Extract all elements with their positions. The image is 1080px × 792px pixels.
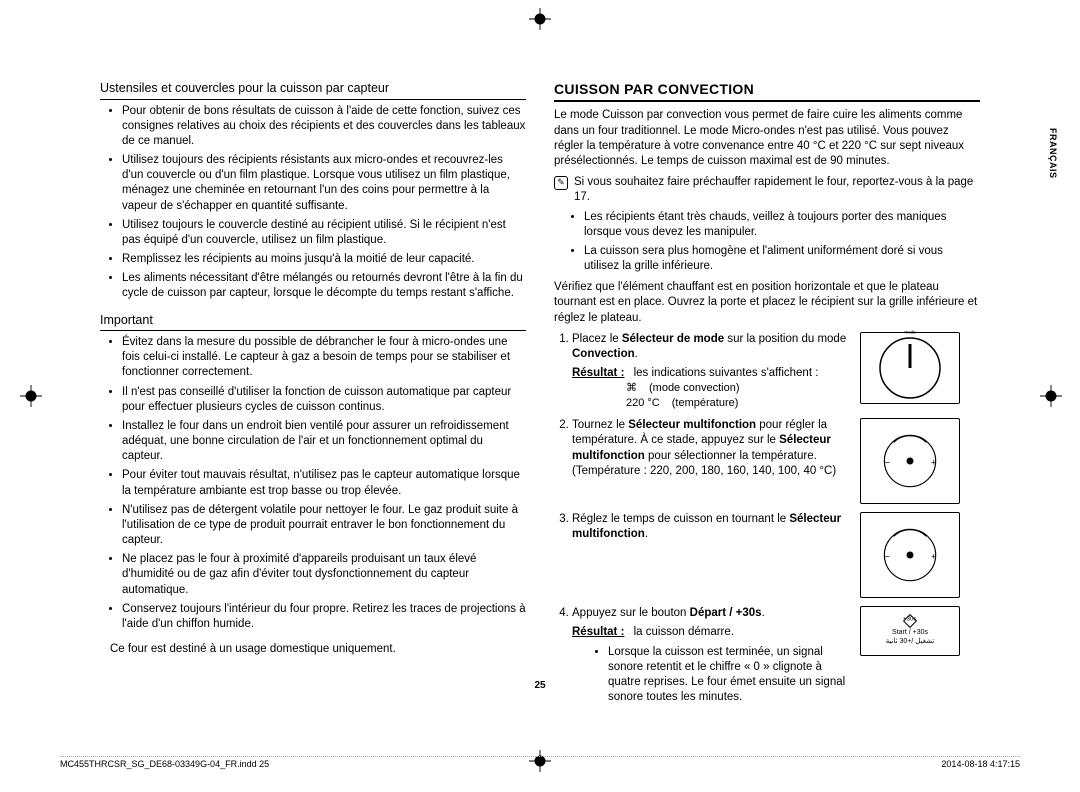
text: .: [645, 528, 648, 540]
list-item: Il n'est pas conseillé d'utiliser la fon…: [122, 385, 526, 415]
multi-dial-figure-2: −+: [860, 512, 960, 598]
registration-mark-top: [529, 8, 551, 30]
text: .: [635, 348, 638, 360]
step4-bullets: Lorsque la cuisson est terminée, un sign…: [572, 645, 852, 706]
bold: Départ / +30s: [690, 607, 762, 619]
note-bullets: Les récipients étant très chauds, veille…: [562, 210, 980, 275]
setup-text: Vérifiez que l'élément chauffant est en …: [554, 280, 980, 326]
start-button-figure: +30s Start / +30s تشغيل /+30 ثانية: [860, 606, 960, 656]
preheat-note: ✎ Si vous souhaitez faire préchauffer ra…: [554, 175, 980, 205]
bold: Convection: [572, 348, 635, 360]
step-1: Placez le Sélecteur de mode sur la posit…: [572, 332, 980, 411]
cell: (température): [672, 396, 739, 411]
convection-intro: Le mode Cuisson par convection vous perm…: [554, 108, 980, 169]
step-3: Réglez le temps de cuisson en tournant l…: [572, 512, 980, 598]
mode-selector-figure: mode: [860, 332, 960, 404]
note-icon: ✎: [554, 176, 568, 190]
list-item: Les aliments nécessitant d'être mélangés…: [122, 271, 526, 301]
list-item: La cuisson sera plus homogène et l'alime…: [584, 244, 980, 274]
svg-text:+: +: [931, 552, 936, 562]
svg-text:−: −: [884, 552, 889, 562]
utensils-heading: Ustensiles et couvercles pour la cuisson…: [100, 80, 526, 100]
step-4: Appuyez sur le bouton Départ / +30s. Rés…: [572, 606, 980, 707]
cell: 220 °C: [626, 396, 660, 411]
result-table: ⌘ (mode convection) 220 °C (température): [626, 381, 852, 410]
cell: (mode convection): [649, 381, 740, 396]
fig4-l3: تشغيل /+30 ثانية: [886, 637, 935, 646]
svg-text:+: +: [931, 458, 936, 468]
temp-list: (Température : 220, 200, 180, 160, 140, …: [572, 464, 852, 479]
list-item: Lorsque la cuisson est terminée, un sign…: [608, 645, 852, 706]
footer-file: MC455THRCSR_SG_DE68-03349G-04_FR.indd 25: [60, 759, 269, 769]
registration-mark-right: [1040, 385, 1062, 407]
text: .: [762, 607, 765, 619]
important-list: Évitez dans la mesure du possible de déb…: [100, 335, 526, 632]
list-item: Pour éviter tout mauvais résultat, n'uti…: [122, 468, 526, 498]
note-text: Si vous souhaitez faire préchauffer rapi…: [574, 175, 980, 205]
result-text: la cuisson démarre.: [634, 626, 734, 638]
registration-mark-left: [20, 385, 42, 407]
multi-dial-figure: −+: [860, 418, 960, 504]
text: Placez le: [572, 333, 622, 345]
text: Tournez le: [572, 419, 628, 431]
list-item: Pour obtenir de bons résultats de cuisso…: [122, 104, 526, 150]
domestic-use-note: Ce four est destiné à un usage domestiqu…: [110, 642, 526, 657]
list-item: Conservez toujours l'intérieur du four p…: [122, 602, 526, 632]
list-item: Évitez dans la mesure du possible de déb…: [122, 335, 526, 381]
footer-date: 2014-08-18 4:17:15: [941, 759, 1020, 769]
bold: Sélecteur multifonction: [628, 419, 756, 431]
steps-list: Placez le Sélecteur de mode sur la posit…: [554, 332, 980, 708]
list-item: N'utilisez pas de détergent volatile pou…: [122, 503, 526, 549]
list-item: Remplissez les récipients au moins jusqu…: [122, 252, 526, 267]
text: sur la position du mode: [724, 333, 846, 345]
print-footer: MC455THRCSR_SG_DE68-03349G-04_FR.indd 25…: [60, 756, 1020, 769]
result-label: Résultat :: [572, 367, 624, 379]
list-item: Utilisez toujours des récipients résista…: [122, 153, 526, 214]
list-item: Utilisez toujours le couvercle destiné a…: [122, 218, 526, 248]
left-column: Ustensiles et couvercles pour la cuisson…: [100, 80, 526, 715]
list-item: Ne placez pas le four à proximité d'appa…: [122, 552, 526, 598]
bold: Sélecteur de mode: [622, 333, 724, 345]
list-item: Installez le four dans un endroit bien v…: [122, 419, 526, 465]
text: Appuyez sur le bouton: [572, 607, 690, 619]
svg-text:mode: mode: [904, 329, 916, 334]
cell: ⌘: [626, 381, 637, 396]
fig4-l1: +30s: [903, 617, 916, 625]
utensils-list: Pour obtenir de bons résultats de cuisso…: [100, 104, 526, 302]
text: Réglez le temps de cuisson en tournant l…: [572, 513, 789, 525]
convection-title: CUISSON PAR CONVECTION: [554, 80, 980, 102]
text: pour sélectionner la température.: [645, 450, 817, 462]
result-label: Résultat :: [572, 626, 624, 638]
right-column: CUISSON PAR CONVECTION Le mode Cuisson p…: [554, 80, 980, 715]
page-number: 25: [0, 680, 1080, 691]
fig4-l2: Start / +30s: [892, 628, 928, 637]
step-2: Tournez le Sélecteur multifonction pour …: [572, 418, 980, 504]
important-heading: Important: [100, 312, 526, 332]
list-item: Les récipients étant très chauds, veille…: [584, 210, 980, 240]
page-content: Ustensiles et couvercles pour la cuisson…: [100, 80, 980, 740]
language-tab: FRANÇAIS: [1048, 128, 1058, 179]
svg-text:−: −: [884, 458, 889, 468]
result-text: les indications suivantes s'affichent :: [634, 367, 819, 379]
